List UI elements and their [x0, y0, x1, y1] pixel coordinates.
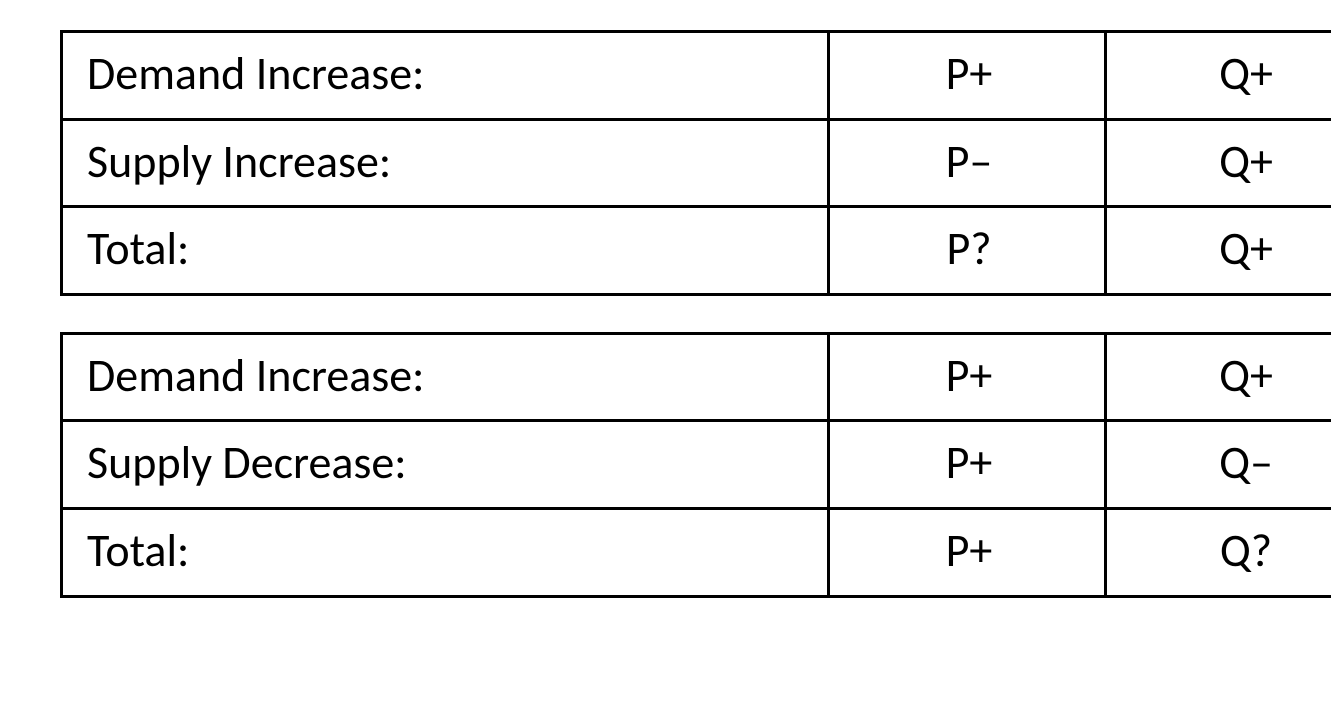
row-label: Supply Decrease: — [62, 421, 829, 509]
table-row: Total: P+ Q? — [62, 508, 1331, 596]
row-label: Supply Increase: — [62, 119, 829, 207]
quantity-cell: Q+ — [1106, 119, 1331, 207]
quantity-cell: Q+ — [1106, 207, 1331, 295]
price-cell: P? — [829, 207, 1106, 295]
table-row: Supply Increase: P– Q+ — [62, 119, 1331, 207]
row-label: Demand Increase: — [62, 32, 829, 120]
quantity-cell: Q+ — [1106, 333, 1331, 421]
price-cell: P+ — [829, 421, 1106, 509]
quantity-cell: Q– — [1106, 421, 1331, 509]
quantity-cell: Q+ — [1106, 32, 1331, 120]
row-label: Total: — [62, 508, 829, 596]
quantity-cell: Q? — [1106, 508, 1331, 596]
table-row: Supply Decrease: P+ Q– — [62, 421, 1331, 509]
price-cell: P– — [829, 119, 1106, 207]
row-label: Total: — [62, 207, 829, 295]
table-row: Total: P? Q+ — [62, 207, 1331, 295]
table-row: Demand Increase: P+ Q+ — [62, 32, 1331, 120]
table-demand-increase-supply-decrease: Demand Increase: P+ Q+ Supply Decrease: … — [60, 332, 1331, 598]
page: Demand Increase: P+ Q+ Supply Increase: … — [0, 0, 1331, 628]
price-cell: P+ — [829, 508, 1106, 596]
table-demand-supply-increase: Demand Increase: P+ Q+ Supply Increase: … — [60, 30, 1331, 296]
price-cell: P+ — [829, 333, 1106, 421]
row-label: Demand Increase: — [62, 333, 829, 421]
table-row: Demand Increase: P+ Q+ — [62, 333, 1331, 421]
price-cell: P+ — [829, 32, 1106, 120]
